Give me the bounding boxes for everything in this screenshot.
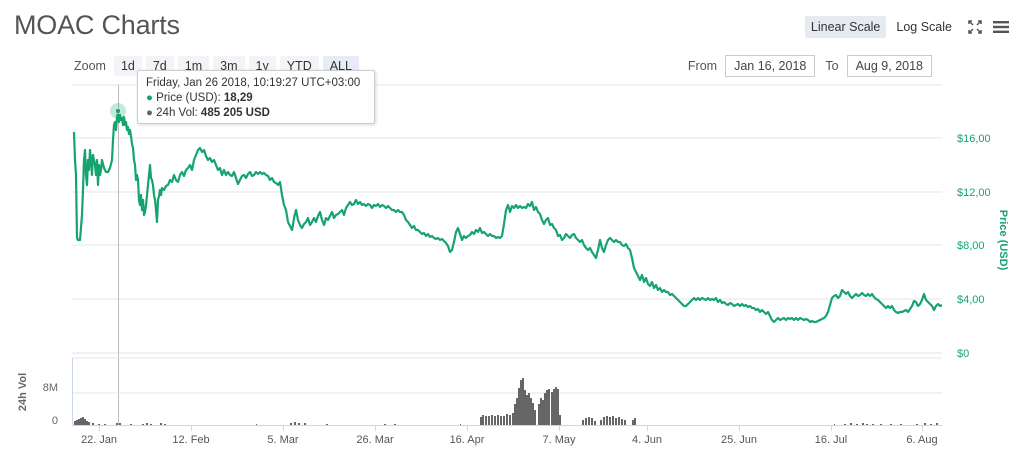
volume-grid (72, 357, 942, 394)
tooltip-price-row: ● Price (USD): 18,29 (146, 91, 366, 106)
svg-text:16. Jul: 16. Jul (815, 434, 847, 446)
chart-tooltip: Friday, Jan 26 2018, 10:19:27 UTC+03:00 … (137, 70, 375, 124)
zoom-label: Zoom (74, 59, 106, 73)
svg-text:5. Mar: 5. Mar (267, 434, 299, 446)
date-range-selector: From Jan 16, 2018 To Aug 9, 2018 (688, 55, 942, 77)
price-dot-icon: ● (146, 92, 153, 104)
svg-text:26. Mar: 26. Mar (356, 434, 394, 446)
svg-text:12. Feb: 12. Feb (172, 434, 209, 446)
tooltip-price-label: Price (USD): (156, 92, 224, 104)
volume-bars (74, 378, 938, 425)
to-label: To (825, 59, 839, 73)
hover-point[interactable] (115, 108, 121, 114)
svg-text:24h Vol: 24h Vol (17, 373, 29, 411)
svg-text:$12,00: $12,00 (957, 187, 991, 199)
log-scale-button[interactable]: Log Scale (896, 20, 952, 34)
x-axis-ticks (99, 426, 923, 431)
price-line (72, 110, 943, 324)
linear-scale-button[interactable]: Linear Scale (804, 16, 887, 38)
svg-text:25. Jun: 25. Jun (721, 434, 757, 446)
svg-text:4. Jun: 4. Jun (632, 434, 662, 446)
svg-text:7. May: 7. May (542, 434, 576, 446)
tooltip-volume-value: 485 205 USD (200, 107, 270, 119)
to-date-input[interactable]: Aug 9, 2018 (846, 55, 932, 77)
tooltip-volume-row: ● 24h Vol: 485 205 USD (146, 106, 366, 121)
svg-text:$8,00: $8,00 (957, 240, 985, 252)
zoom-1d-button[interactable]: 1d (113, 56, 142, 76)
hamburger-menu-icon[interactable] (992, 18, 1010, 36)
svg-text:$16,00: $16,00 (957, 133, 991, 145)
volume-axis: 8M 0 24h Vol (17, 373, 58, 427)
price-axis: $16,00 $12,00 $8,00 $4,00 $0 Price (USD) (957, 133, 1009, 360)
svg-text:$4,00: $4,00 (957, 294, 985, 306)
price-grid (72, 84, 942, 354)
tooltip-date: Friday, Jan 26 2018, 10:19:27 UTC+03:00 (146, 77, 361, 89)
svg-text:22. Jan: 22. Jan (81, 434, 117, 446)
svg-text:16. Apr: 16. Apr (450, 434, 485, 446)
volume-dot-icon: ● (146, 107, 153, 119)
svg-text:8M: 8M (43, 382, 58, 394)
fullscreen-icon[interactable] (966, 18, 984, 36)
x-axis-labels: 22. Jan 12. Feb 5. Mar 26. Mar 16. Apr 7… (81, 434, 938, 446)
from-label: From (687, 59, 718, 73)
tooltip-price-value: 18,29 (223, 92, 253, 104)
svg-text:6. Aug: 6. Aug (906, 434, 937, 446)
svg-text:0: 0 (52, 415, 58, 427)
svg-text:$0: $0 (957, 348, 969, 360)
scale-controls: Linear Scale Log Scale (804, 16, 1010, 38)
from-date-input[interactable]: Jan 16, 2018 (725, 55, 816, 77)
page-title: MOAC Charts (14, 10, 180, 40)
tooltip-volume-label: 24h Vol: (156, 107, 201, 119)
svg-text:Price (USD): Price (USD) (997, 210, 1009, 271)
